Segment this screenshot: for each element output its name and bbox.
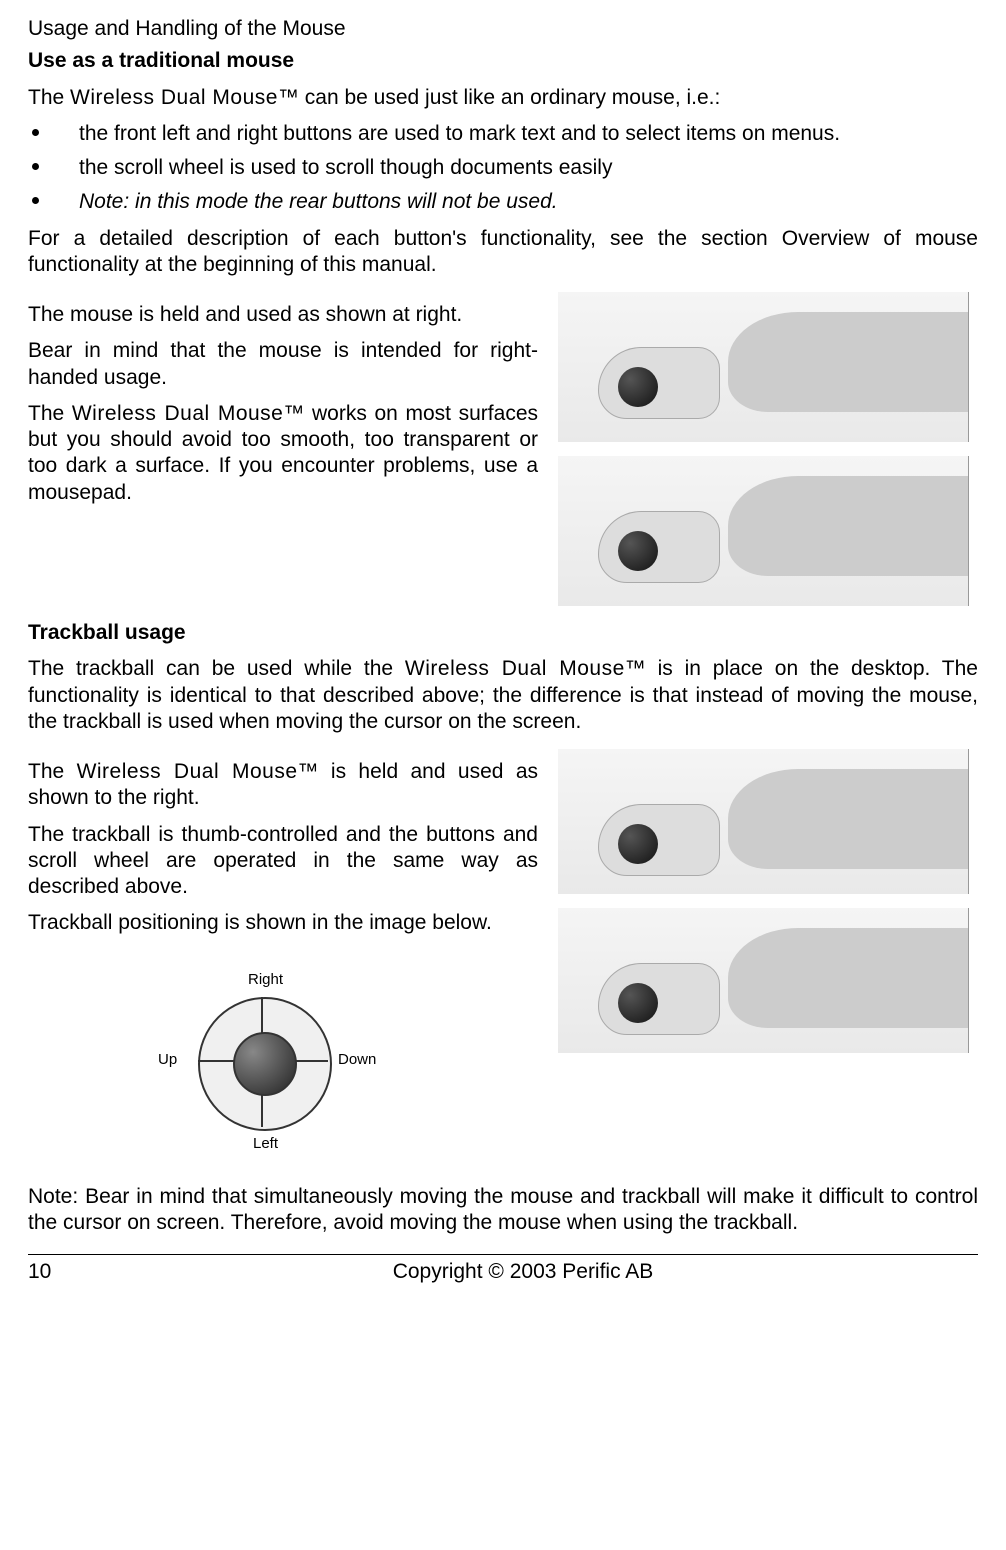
page-heading: Usage and Handling of the Mouse xyxy=(28,16,978,42)
bullet-icon xyxy=(32,163,39,170)
copyright-text: Copyright © 2003 Perific AB xyxy=(68,1259,978,1285)
page-number: 10 xyxy=(28,1259,68,1285)
bullet-text: the scroll wheel is used to scroll thoug… xyxy=(79,155,978,181)
hand-illustration xyxy=(728,476,968,576)
product-name: Wireless Dual Mouse xyxy=(405,657,625,680)
bullet-item: Note: in this mode the rear buttons will… xyxy=(28,189,978,215)
text: Trackball positioning is shown in the im… xyxy=(28,910,538,936)
note-paragraph: Note: Bear in mind that simultaneously m… xyxy=(28,1184,978,1237)
left-column: The mouse is held and used as shown at r… xyxy=(28,292,538,606)
left-column: The Wireless Dual Mouse™ is held and use… xyxy=(28,749,538,1174)
mouse-illustration xyxy=(598,963,720,1035)
text: The xyxy=(28,86,70,109)
product-name: Wireless Dual Mouse xyxy=(77,760,298,783)
photo-hand-mouse-1 xyxy=(558,292,969,442)
text: The Wireless Dual Mouse™ is held and use… xyxy=(28,759,538,812)
text: The xyxy=(28,402,72,425)
text: Bear in mind that the mouse is intended … xyxy=(28,338,538,391)
trackball-illustration xyxy=(618,531,658,571)
diagram-label-left: Left xyxy=(253,1135,278,1154)
text: The xyxy=(28,760,77,783)
text: The trackball can be used while the xyxy=(28,657,405,680)
intro-paragraph: The Wireless Dual Mouse™ can be used jus… xyxy=(28,85,978,111)
mouse-illustration xyxy=(598,347,720,419)
mouse-illustration xyxy=(598,804,720,876)
tm: ™ xyxy=(283,402,304,425)
photo-hand-trackball-2 xyxy=(558,908,969,1053)
right-column xyxy=(558,749,978,1174)
bullet-item: the front left and right buttons are use… xyxy=(28,121,978,147)
tm: ™ xyxy=(278,86,299,109)
text: The Wireless Dual Mouse™ works on most s… xyxy=(28,401,538,506)
trackball-paragraph: The trackball can be used while the Wire… xyxy=(28,656,978,735)
trackball-illustration xyxy=(618,824,658,864)
overview-paragraph: For a detailed description of each butto… xyxy=(28,226,978,279)
subheading-traditional: Use as a traditional mouse xyxy=(28,48,978,74)
product-name: Wireless Dual Mouse xyxy=(70,86,278,109)
diagram-label-right: Right xyxy=(248,971,283,990)
text: can be used just like an ordinary mouse,… xyxy=(299,86,720,109)
bullet-item: the scroll wheel is used to scroll thoug… xyxy=(28,155,978,181)
text: The trackball is thumb-controlled and th… xyxy=(28,822,538,901)
trackball-diagram: Right Left Up Down xyxy=(128,947,388,1167)
page-footer: 10 Copyright © 2003 Perific AB xyxy=(28,1254,978,1285)
photo-hand-trackball-1 xyxy=(558,749,969,894)
bullet-text-note: Note: in this mode the rear buttons will… xyxy=(79,189,978,215)
subheading-trackball: Trackball usage xyxy=(28,620,978,646)
mouse-illustration xyxy=(598,511,720,583)
hand-illustration xyxy=(728,769,968,869)
tm: ™ xyxy=(298,760,319,783)
bullet-icon xyxy=(32,129,39,136)
trackball-illustration xyxy=(618,367,658,407)
two-column-section-1: The mouse is held and used as shown at r… xyxy=(28,292,978,606)
photo-hand-mouse-2 xyxy=(558,456,969,606)
hand-illustration xyxy=(728,928,968,1028)
product-name: Wireless Dual Mouse xyxy=(72,402,284,425)
right-column xyxy=(558,292,978,606)
diagram-label-up: Up xyxy=(158,1051,177,1070)
bullet-text: the front left and right buttons are use… xyxy=(79,121,978,147)
bullet-icon xyxy=(32,197,39,204)
trackball-illustration xyxy=(618,983,658,1023)
tm: ™ xyxy=(625,657,646,680)
diagram-label-down: Down xyxy=(338,1051,376,1070)
text: The mouse is held and used as shown at r… xyxy=(28,302,538,328)
diagram-inner-ball xyxy=(233,1032,297,1096)
hand-illustration xyxy=(728,312,968,412)
two-column-section-2: The Wireless Dual Mouse™ is held and use… xyxy=(28,749,978,1174)
